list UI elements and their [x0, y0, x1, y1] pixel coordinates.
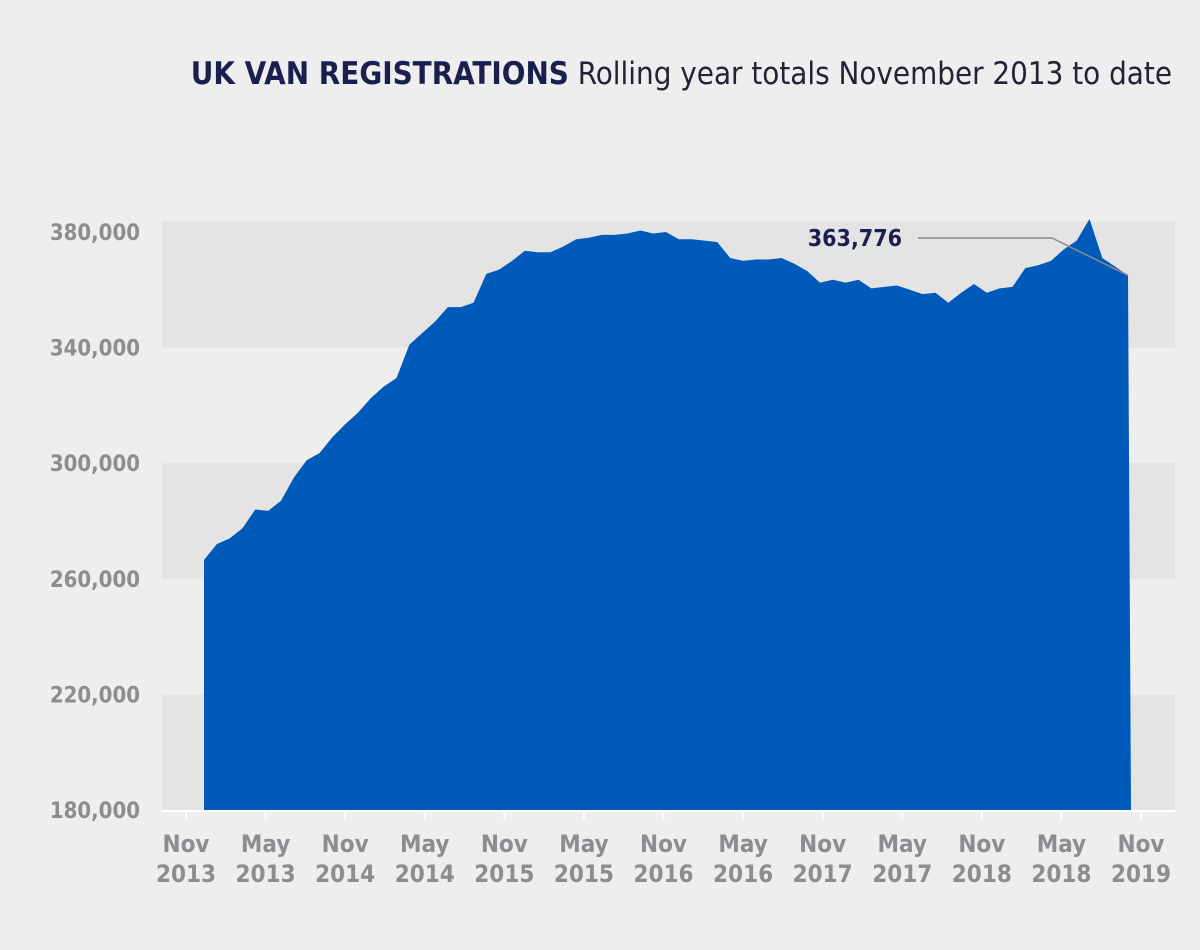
y-tick-label: 340,000 — [50, 337, 140, 362]
x-tick-year: 2014 — [315, 860, 375, 888]
y-tick-label: 260,000 — [50, 568, 140, 593]
x-tick-year: 2013 — [236, 860, 296, 888]
area-layer — [204, 219, 1131, 810]
x-tick-month: Nov — [799, 830, 846, 858]
x-tick-month: May — [878, 830, 927, 858]
x-tick-month: May — [559, 830, 608, 858]
y-tick-label: 380,000 — [50, 221, 140, 246]
x-tick-month: Nov — [322, 830, 369, 858]
annotation-layer: 363,776 — [808, 226, 1129, 277]
x-tick-month: Nov — [958, 830, 1005, 858]
annotation-leader-line — [918, 237, 1129, 277]
x-tick-year: 2013 — [156, 860, 216, 888]
chart-title: UK VAN REGISTRATIONS — [190, 56, 569, 92]
area-series — [204, 219, 1131, 810]
annotation-label: 363,776 — [808, 226, 902, 252]
x-tick-year: 2015 — [474, 860, 534, 888]
y-axis-ticks: 380,000 340,000 300,000 260,000 220,000 180,0… — [50, 221, 140, 824]
x-tick-month: May — [1037, 830, 1086, 858]
chart-title-line: UK VAN REGISTRATIONS Rolling year totals… — [191, 56, 1172, 92]
x-tick-month: Nov — [640, 830, 687, 858]
x-tick-year: 2015 — [554, 860, 614, 888]
chart-subtitle: Rolling year totals November 2013 to dat… — [577, 56, 1172, 92]
x-tick-year: 2017 — [793, 860, 853, 888]
x-tick-month: May — [241, 830, 290, 858]
x-tick-year: 2014 — [395, 860, 455, 888]
x-tick-month: Nov — [481, 830, 528, 858]
x-tick-year: 2016 — [713, 860, 773, 888]
x-tick-year: 2016 — [633, 860, 693, 888]
x-tick-month: May — [718, 830, 767, 858]
y-tick-label: 300,000 — [50, 452, 140, 477]
x-tick-year: 2017 — [872, 860, 932, 888]
y-tick-label: 220,000 — [50, 683, 140, 708]
x-tick-year: 2018 — [1031, 860, 1091, 888]
x-axis-ticks: Nov2013May2013Nov2014May2014Nov2015May20… — [156, 811, 1171, 888]
x-tick-month: Nov — [163, 830, 210, 858]
x-tick-month: Nov — [1118, 830, 1165, 858]
y-tick-label: 180,000 — [50, 799, 140, 824]
x-tick-month: May — [400, 830, 449, 858]
x-tick-year: 2018 — [952, 860, 1012, 888]
x-tick-year: 2019 — [1111, 860, 1171, 888]
